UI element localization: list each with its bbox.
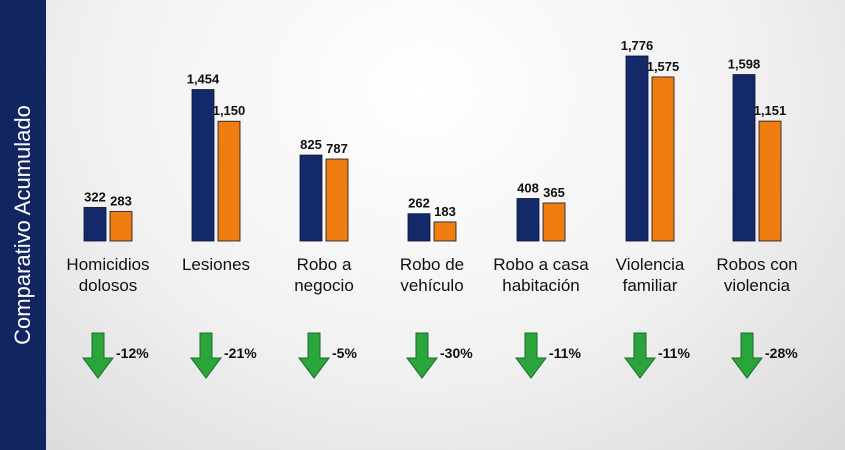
data-label-s2-5: 1,575 xyxy=(647,59,680,74)
bar-s2-3 xyxy=(433,221,457,242)
bar-s1-4 xyxy=(516,198,540,242)
change-label-3: -30% xyxy=(440,345,473,361)
bar-s1-0 xyxy=(83,207,107,242)
category-label-2-1: negocio xyxy=(294,276,354,295)
bar-s1-5 xyxy=(625,55,649,242)
bar-s1-3 xyxy=(407,213,431,242)
bar-s2-5 xyxy=(651,76,675,242)
change-label-6: -28% xyxy=(765,345,798,361)
category-label-2-0: Robo a xyxy=(297,255,352,274)
category-label-3-0: Robo de xyxy=(400,255,464,274)
down-arrow-icon-3 xyxy=(406,332,438,379)
bar-s2-4 xyxy=(542,202,566,242)
bar-s1-6 xyxy=(732,74,756,242)
bar-s1-1 xyxy=(191,89,215,242)
data-label-s2-0: 283 xyxy=(110,194,132,209)
bar-s2-2 xyxy=(325,158,349,242)
data-label-s1-3: 262 xyxy=(408,196,430,211)
side-panel: Comparativo Acumulado xyxy=(0,0,46,450)
change-label-2: -5% xyxy=(332,345,357,361)
data-label-s1-0: 322 xyxy=(84,189,106,204)
down-arrow-icon-4 xyxy=(515,332,547,379)
category-label-5-1: familiar xyxy=(623,276,678,295)
data-label-s2-2: 787 xyxy=(326,141,348,156)
category-label-6-1: violencia xyxy=(724,276,791,295)
category-label-4-0: Robo a casa xyxy=(493,255,589,274)
down-arrow-icon-2 xyxy=(298,332,330,379)
data-label-s2-6: 1,151 xyxy=(754,103,787,118)
down-arrow-icon-6 xyxy=(731,332,763,379)
bar-s1-2 xyxy=(299,154,323,242)
category-label-0-1: dolosos xyxy=(79,276,138,295)
category-label-6-0: Robos con xyxy=(716,255,797,274)
category-label-4-1: habitación xyxy=(502,276,580,295)
data-label-s1-6: 1,598 xyxy=(728,57,761,72)
data-label-s2-4: 365 xyxy=(543,185,565,200)
change-label-0: -12% xyxy=(116,345,149,361)
category-label-0-0: Homicidios xyxy=(66,255,149,274)
down-arrow-icon-0 xyxy=(82,332,114,379)
data-label-s1-5: 1,776 xyxy=(621,38,654,53)
bar-s2-0 xyxy=(109,211,133,242)
data-label-s2-3: 183 xyxy=(434,204,456,219)
bar-s2-1 xyxy=(217,120,241,242)
change-label-1: -21% xyxy=(224,345,257,361)
down-arrow-icon-5 xyxy=(624,332,656,379)
bar-s2-6 xyxy=(758,120,782,242)
category-label-1-0: Lesiones xyxy=(182,255,250,274)
change-label-5: -11% xyxy=(658,345,690,361)
data-label-s2-1: 1,150 xyxy=(213,103,246,118)
bars-layer xyxy=(83,55,782,242)
down-arrow-icon-1 xyxy=(190,332,222,379)
data-label-s1-2: 825 xyxy=(300,137,322,152)
arrows-layer: -12% -21% -5% -30% -11% -11% -28% xyxy=(82,332,798,379)
category-label-3-1: vehículo xyxy=(400,276,463,295)
labels-layer: 322 283 Homicidios dolosos 1,454 1,150 Lesione… xyxy=(66,38,797,295)
data-label-s1-1: 1,454 xyxy=(187,72,220,87)
data-label-s1-4: 408 xyxy=(517,181,539,196)
category-label-5-0: Violencia xyxy=(616,255,685,274)
change-label-4: -11% xyxy=(549,345,581,361)
